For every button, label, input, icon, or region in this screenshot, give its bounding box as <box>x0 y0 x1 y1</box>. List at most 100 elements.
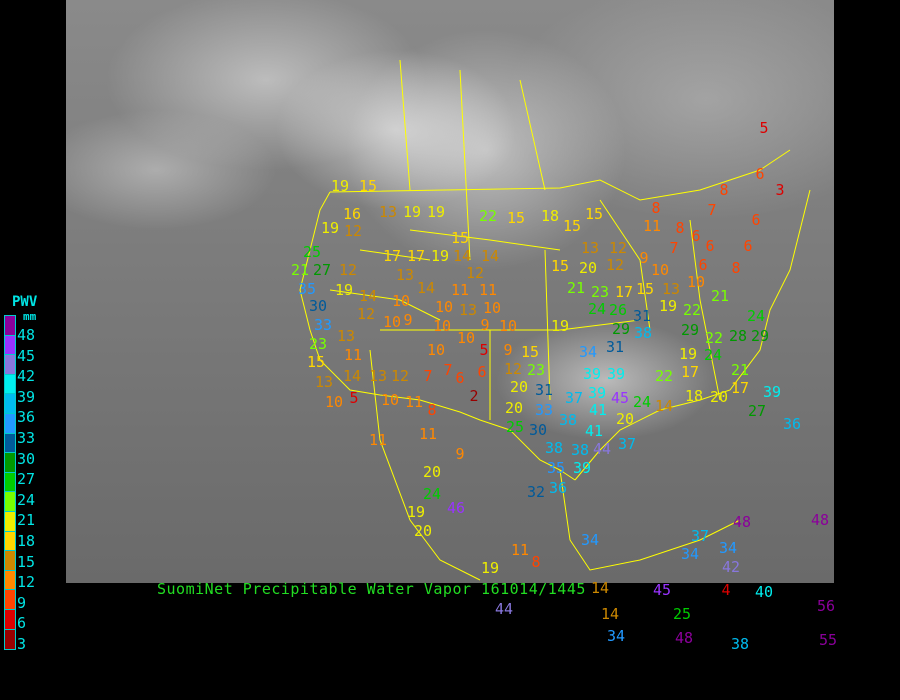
station-pwv-value: 12 <box>466 264 484 282</box>
border-line <box>689 219 721 401</box>
station-pwv-value: 13 <box>459 301 477 319</box>
legend-swatch <box>5 551 15 571</box>
legend-label: 42 <box>17 367 36 386</box>
station-pwv-value: 15 <box>507 209 525 227</box>
station-pwv-value: 38 <box>731 635 749 653</box>
station-pwv-value: 7 <box>707 201 716 219</box>
station-pwv-value: 39 <box>583 365 601 383</box>
station-pwv-value: 25 <box>303 243 321 261</box>
station-pwv-value: 6 <box>698 256 707 274</box>
station-pwv-value: 8 <box>651 199 660 217</box>
station-pwv-value: 14 <box>417 279 435 297</box>
station-pwv-value: 24 <box>747 307 765 325</box>
legend-label: 45 <box>17 346 36 365</box>
station-pwv-value: 19 <box>679 345 697 363</box>
station-pwv-value: 17 <box>407 247 425 265</box>
station-pwv-value: 7 <box>443 361 452 379</box>
station-pwv-value: 9 <box>480 316 489 334</box>
station-pwv-value: 6 <box>455 369 464 387</box>
station-pwv-value: 13 <box>662 280 680 298</box>
station-pwv-value: 14 <box>453 247 471 265</box>
station-pwv-value: 17 <box>383 247 401 265</box>
legend-label: 18 <box>17 532 36 550</box>
station-pwv-value: 10 <box>433 317 451 335</box>
station-pwv-value: 28 <box>729 327 747 345</box>
legend-unit: mm <box>23 310 37 323</box>
station-pwv-value: 34 <box>579 343 597 361</box>
station-pwv-value: 29 <box>681 321 699 339</box>
border-line <box>380 319 641 331</box>
legend-label: 24 <box>17 490 36 509</box>
station-pwv-value: 41 <box>589 401 607 419</box>
station-pwv-value: 13 <box>315 373 333 391</box>
station-pwv-value: 21 <box>291 261 309 279</box>
station-pwv-value: 10 <box>325 393 343 411</box>
station-pwv-value: 35 <box>298 280 316 298</box>
station-pwv-value: 48 <box>811 511 829 529</box>
station-pwv-value: 10 <box>499 317 517 335</box>
station-pwv-value: 6 <box>477 363 486 381</box>
station-pwv-value: 17 <box>681 363 699 381</box>
station-pwv-value: 4 <box>721 581 730 599</box>
station-pwv-value: 9 <box>503 341 512 359</box>
station-pwv-value: 45 <box>611 389 629 407</box>
station-pwv-value: 38 <box>571 441 589 459</box>
legend-swatch <box>5 335 15 356</box>
station-pwv-value: 18 <box>685 387 703 405</box>
border-line <box>329 149 791 201</box>
station-pwv-value: 36 <box>783 415 801 433</box>
station-pwv-value: 17 <box>615 283 633 301</box>
station-pwv-value: 8 <box>731 259 740 277</box>
station-pwv-value: 14 <box>655 397 673 415</box>
station-pwv-value: 34 <box>581 531 599 549</box>
station-pwv-value: 26 <box>609 301 627 319</box>
station-pwv-value: 44 <box>593 440 611 458</box>
station-pwv-value: 21 <box>567 279 585 297</box>
station-pwv-value: 39 <box>588 384 606 402</box>
legend-swatch <box>5 394 15 414</box>
station-pwv-value: 15 <box>451 229 469 247</box>
station-pwv-value: 18 <box>541 207 559 225</box>
station-pwv-value: 9 <box>403 311 412 329</box>
border-line <box>544 249 551 401</box>
station-pwv-value: 12 <box>344 222 362 240</box>
station-pwv-value: 5 <box>479 341 488 359</box>
station-pwv-value: 11 <box>419 425 437 443</box>
station-pwv-value: 14 <box>343 367 361 385</box>
station-pwv-value: 36 <box>549 479 567 497</box>
station-pwv-value: 11 <box>369 431 387 449</box>
border-line <box>559 469 741 571</box>
station-pwv-value: 13 <box>581 239 599 257</box>
station-pwv-value: 25 <box>506 418 524 436</box>
legend-label: 15 <box>17 552 36 571</box>
station-pwv-value: 10 <box>435 298 453 316</box>
station-pwv-value: 6 <box>755 165 764 183</box>
legend-swatch <box>5 433 15 454</box>
station-pwv-value: 17 <box>731 379 749 397</box>
station-pwv-value: 33 <box>535 401 553 419</box>
station-pwv-value: 15 <box>585 205 603 223</box>
legend-swatch <box>5 374 15 395</box>
legend-title: PWV <box>12 294 38 310</box>
legend-swatch <box>5 531 15 552</box>
station-pwv-value: 24 <box>588 300 606 318</box>
border-line <box>299 191 576 481</box>
station-pwv-value: 7 <box>423 367 432 385</box>
station-pwv-value: 48 <box>733 513 751 531</box>
legend-swatch <box>5 609 15 630</box>
station-pwv-value: 8 <box>675 219 684 237</box>
station-pwv-value: 29 <box>751 327 769 345</box>
station-pwv-value: 6 <box>691 227 700 245</box>
station-pwv-value: 15 <box>551 257 569 275</box>
legend-swatch <box>5 492 15 512</box>
station-pwv-value: 5 <box>759 119 768 137</box>
legend-label: 27 <box>17 470 36 489</box>
legend-swatch <box>5 590 15 610</box>
legend-swatch <box>5 355 15 375</box>
station-pwv-value: 21 <box>731 361 749 379</box>
satellite-map <box>66 0 834 583</box>
legend-label: 21 <box>17 511 36 530</box>
station-pwv-value: 15 <box>521 343 539 361</box>
pwv-color-scale <box>4 315 16 651</box>
station-pwv-value: 30 <box>529 421 547 439</box>
